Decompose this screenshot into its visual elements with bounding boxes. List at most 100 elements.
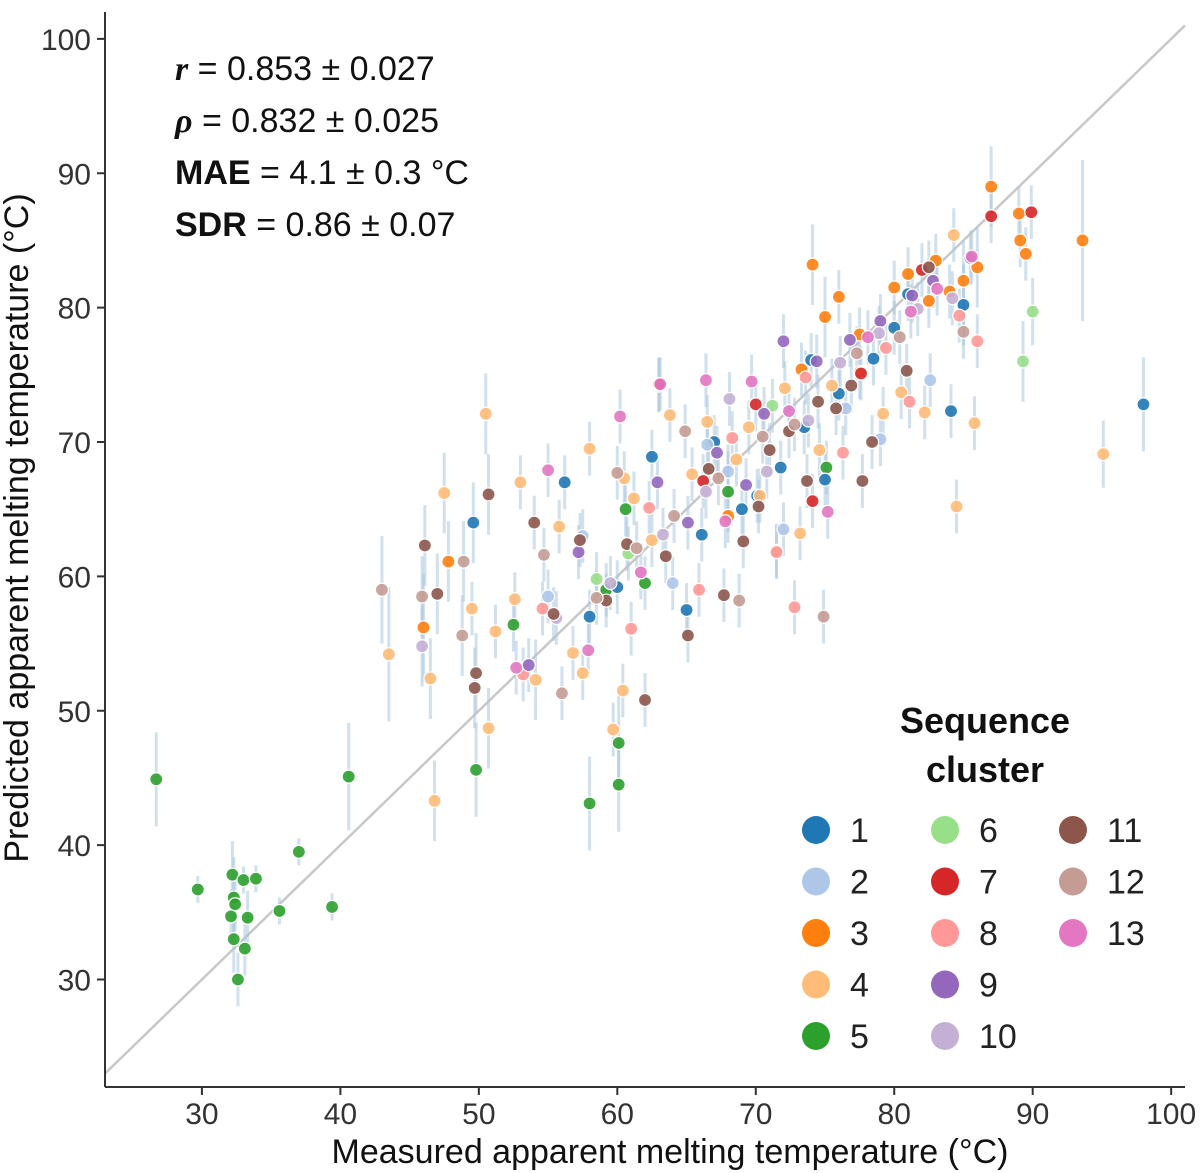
data-point-cluster-3 xyxy=(984,179,999,194)
data-point-cluster-1 xyxy=(734,502,750,517)
data-point-cluster-5 xyxy=(236,872,251,888)
data-point-cluster-1 xyxy=(866,351,881,366)
data-point-cluster-4 xyxy=(528,672,543,687)
data-point-cluster-13 xyxy=(930,281,945,296)
data-point-cluster-4 xyxy=(812,442,827,458)
data-point-cluster-7 xyxy=(984,209,999,224)
data-point-cluster-5 xyxy=(720,484,736,499)
data-point-cluster-8 xyxy=(769,545,784,560)
legend-marker-11 xyxy=(1059,816,1087,844)
data-point-cluster-7 xyxy=(748,397,763,412)
data-point-cluster-5 xyxy=(291,844,306,859)
data-point-cluster-4 xyxy=(949,499,964,514)
data-point-cluster-3 xyxy=(1013,233,1028,248)
data-point-cluster-9 xyxy=(756,406,772,421)
data-point-cluster-12 xyxy=(554,686,570,701)
data-point-cluster-3 xyxy=(805,257,820,272)
data-point-cluster-10 xyxy=(945,291,960,306)
data-point-cluster-11 xyxy=(701,461,716,476)
legend-label-8: 8 xyxy=(979,915,998,953)
data-point-cluster-11 xyxy=(680,628,696,643)
data-point-cluster-4 xyxy=(967,416,982,431)
data-point-cluster-4 xyxy=(381,647,396,662)
data-point-cluster-10 xyxy=(698,484,714,499)
data-point-cluster-12 xyxy=(629,541,644,556)
x-axis-ticks: 30 40 50 60 70 80 90 100 xyxy=(185,1087,1196,1131)
data-point-cluster-4 xyxy=(552,519,567,534)
data-point-cluster-2 xyxy=(720,464,736,479)
data-point-cluster-11 xyxy=(864,434,880,450)
data-point-cluster-4 xyxy=(662,408,678,423)
data-point-cluster-5 xyxy=(223,909,239,924)
data-point-cluster-12 xyxy=(610,465,625,481)
legend-label-12: 12 xyxy=(1107,864,1145,902)
data-point-cluster-13 xyxy=(903,304,918,319)
y-tick-label: 90 xyxy=(58,158,91,191)
data-point-cluster-1 xyxy=(466,515,481,530)
data-point-cluster-8 xyxy=(952,308,967,323)
data-point-cluster-1 xyxy=(1136,397,1151,412)
data-point-cluster-3 xyxy=(1018,246,1033,261)
data-point-cluster-8 xyxy=(725,430,740,446)
data-point-cluster-4 xyxy=(464,601,480,616)
x-tick-label: 40 xyxy=(324,1098,357,1131)
data-point-cluster-3 xyxy=(900,266,916,282)
data-point-cluster-2 xyxy=(540,589,556,604)
x-tick-label: 30 xyxy=(185,1098,218,1131)
legend-label-2: 2 xyxy=(850,864,869,902)
legend-title-line1: Sequence xyxy=(900,700,1070,741)
data-point-cluster-3 xyxy=(817,309,833,325)
legend-label-1: 1 xyxy=(850,812,869,850)
data-point-cluster-13 xyxy=(653,377,668,392)
stat-value: = 0.832 ± 0.025 xyxy=(193,102,439,140)
stat-symbol: MAE xyxy=(175,154,251,192)
data-point-cluster-3 xyxy=(887,280,902,295)
data-point-cluster-13 xyxy=(698,373,714,388)
data-point-cluster-13 xyxy=(540,463,556,478)
data-point-cluster-11 xyxy=(799,473,815,489)
legend-marker-8 xyxy=(931,919,959,947)
plot-area xyxy=(104,24,1186,1075)
stat-line: ρ = 0.832 ± 0.025 xyxy=(174,102,439,140)
data-point-cluster-11 xyxy=(430,586,445,601)
data-point-cluster-10 xyxy=(722,391,737,407)
y-axis-ticks: 30 40 50 60 70 80 90 100 xyxy=(41,24,105,998)
x-axis-label: Measured apparent melting temperature (°… xyxy=(332,1133,1009,1171)
data-point-cluster-13 xyxy=(860,330,876,345)
legend-label-5: 5 xyxy=(850,1018,869,1056)
data-point-cluster-4 xyxy=(894,385,909,400)
data-point-cluster-4 xyxy=(488,624,503,639)
data-point-cluster-1 xyxy=(679,602,694,618)
identity-line xyxy=(104,24,1186,1075)
stat-value: = 4.1 ± 0.3 °C xyxy=(251,154,469,192)
data-point-cluster-11 xyxy=(546,606,561,622)
data-point-cluster-4 xyxy=(741,420,756,435)
data-point-cluster-11 xyxy=(637,692,653,708)
data-point-cluster-6 xyxy=(589,571,604,587)
legend-marker-12 xyxy=(1059,867,1087,896)
data-point-cluster-4 xyxy=(946,227,961,243)
data-point-cluster-4 xyxy=(423,671,438,686)
data-point-cluster-5 xyxy=(819,460,834,475)
data-point-cluster-13 xyxy=(781,403,797,419)
data-point-cluster-9 xyxy=(905,288,920,303)
legend-title-line2: cluster xyxy=(926,749,1044,790)
data-point-cluster-7 xyxy=(805,494,820,509)
legend-marker-5 xyxy=(802,1022,830,1050)
stat-line: MAE = 4.1 ± 0.3 °C xyxy=(175,154,469,192)
legend-marker-10 xyxy=(931,1022,959,1050)
data-points xyxy=(149,179,1151,987)
data-point-cluster-12 xyxy=(711,471,726,486)
data-point-cluster-13 xyxy=(612,409,628,424)
data-point-cluster-13 xyxy=(718,514,733,529)
x-tick-label: 50 xyxy=(462,1098,495,1131)
legend-marker-7 xyxy=(931,867,959,896)
data-point-cluster-12 xyxy=(589,590,604,605)
data-point-cluster-9 xyxy=(776,334,791,349)
data-point-cluster-3 xyxy=(831,289,846,304)
data-point-cluster-12 xyxy=(849,346,864,361)
data-point-cluster-2 xyxy=(776,522,791,537)
data-point-cluster-4 xyxy=(437,485,452,501)
